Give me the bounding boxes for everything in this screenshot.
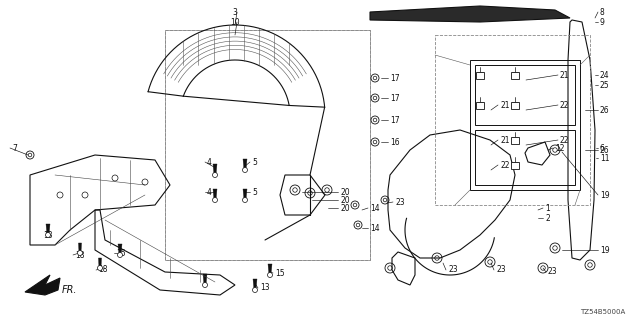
Text: 23: 23	[496, 266, 506, 275]
Text: 17: 17	[390, 116, 399, 124]
Text: 6: 6	[600, 143, 605, 153]
Text: 5: 5	[252, 188, 257, 196]
Text: 22: 22	[560, 100, 570, 109]
Circle shape	[202, 283, 207, 287]
Text: 19: 19	[600, 245, 610, 254]
Text: 20: 20	[340, 188, 349, 196]
FancyBboxPatch shape	[511, 72, 519, 79]
Text: 21: 21	[560, 70, 570, 79]
Text: 17: 17	[390, 93, 399, 102]
Bar	[435, 35, 590, 205]
Text: 19: 19	[600, 190, 610, 199]
Text: 26: 26	[600, 106, 610, 115]
Text: 13: 13	[260, 284, 269, 292]
Text: 11: 11	[600, 154, 609, 163]
Polygon shape	[213, 189, 217, 199]
Text: 8: 8	[600, 7, 605, 17]
Circle shape	[212, 172, 218, 178]
Text: 5: 5	[252, 157, 257, 166]
Circle shape	[77, 251, 83, 255]
FancyBboxPatch shape	[476, 72, 484, 79]
Text: 1: 1	[545, 204, 550, 212]
Polygon shape	[79, 243, 81, 252]
Text: 18: 18	[98, 266, 108, 275]
FancyBboxPatch shape	[511, 137, 519, 144]
Text: 21: 21	[500, 100, 509, 109]
Polygon shape	[118, 244, 122, 254]
Polygon shape	[213, 164, 217, 174]
Polygon shape	[243, 159, 247, 169]
Bar	[470, 60, 580, 190]
Text: 4: 4	[207, 157, 212, 166]
Circle shape	[118, 252, 122, 258]
Circle shape	[253, 287, 257, 292]
Text: 22: 22	[560, 135, 570, 145]
Text: 17: 17	[390, 74, 399, 83]
Polygon shape	[370, 6, 570, 22]
Bar	[475, 130, 575, 185]
Text: 9: 9	[600, 18, 605, 27]
Text: TZ54B5000A: TZ54B5000A	[580, 309, 625, 315]
Circle shape	[243, 167, 248, 172]
Circle shape	[268, 273, 273, 277]
Text: 12: 12	[555, 143, 564, 153]
Text: 15: 15	[116, 249, 125, 258]
Polygon shape	[243, 189, 247, 199]
Text: 10: 10	[230, 18, 240, 27]
Text: 16: 16	[390, 138, 399, 147]
Text: 18: 18	[75, 251, 84, 260]
FancyBboxPatch shape	[476, 102, 484, 109]
Circle shape	[212, 197, 218, 203]
Text: 22: 22	[500, 161, 509, 170]
Text: 3: 3	[232, 7, 237, 17]
Text: 4: 4	[207, 188, 212, 196]
Bar	[165, 30, 370, 260]
Polygon shape	[203, 274, 207, 284]
Bar	[475, 65, 575, 125]
Circle shape	[97, 266, 102, 270]
Polygon shape	[99, 258, 102, 267]
Text: 23: 23	[395, 197, 404, 206]
Polygon shape	[268, 264, 272, 274]
Text: 26: 26	[600, 146, 610, 155]
Text: 25: 25	[600, 81, 610, 90]
Text: 14: 14	[370, 223, 380, 233]
Text: FR.: FR.	[62, 285, 77, 295]
Circle shape	[45, 233, 51, 237]
Text: 23: 23	[448, 266, 458, 275]
FancyBboxPatch shape	[511, 162, 519, 169]
Polygon shape	[253, 279, 257, 289]
Text: 21: 21	[500, 135, 509, 145]
Text: 13: 13	[43, 230, 53, 239]
Text: 24: 24	[600, 70, 610, 79]
Text: 23: 23	[548, 268, 557, 276]
Circle shape	[243, 197, 248, 203]
Text: 20: 20	[340, 204, 349, 212]
Polygon shape	[25, 275, 60, 295]
FancyBboxPatch shape	[511, 102, 519, 109]
Text: 7: 7	[12, 143, 17, 153]
Text: 14: 14	[370, 204, 380, 212]
Text: 15: 15	[275, 268, 285, 277]
Text: 2: 2	[545, 213, 550, 222]
Polygon shape	[46, 224, 50, 234]
Text: 20: 20	[340, 196, 349, 204]
